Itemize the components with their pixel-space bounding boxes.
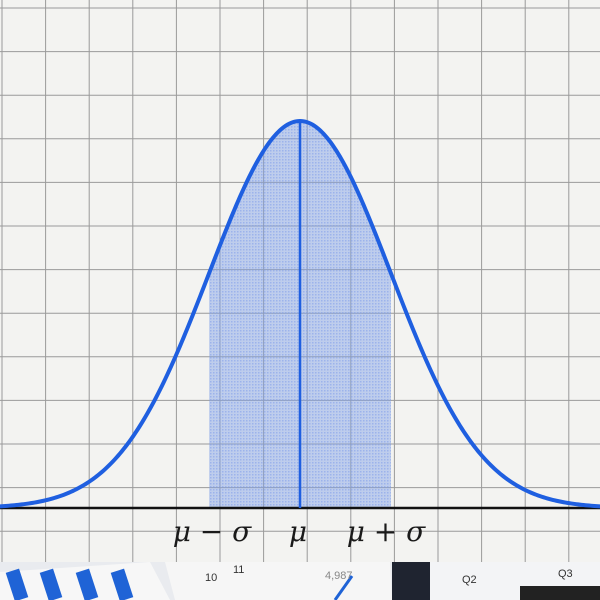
normal-curve-line — [0, 118, 600, 509]
report-papers-graphics — [0, 562, 600, 600]
tick-label-mu-plus-sigma: μ + σ — [346, 515, 426, 548]
tick-label-mu: μ — [288, 515, 308, 548]
strip-text-q2: Q2 — [462, 574, 477, 586]
tick-label-mu-minus-sigma: μ − σ — [172, 515, 252, 548]
strip-text-value: 4,987 — [325, 570, 353, 582]
report-papers-strip: 10 11 4,987 Q2 Q3 — [0, 562, 600, 600]
strip-text-q3: Q3 — [558, 568, 573, 580]
strip-text-11: 11 — [233, 564, 245, 576]
strip-text-10: 10 — [205, 572, 218, 584]
